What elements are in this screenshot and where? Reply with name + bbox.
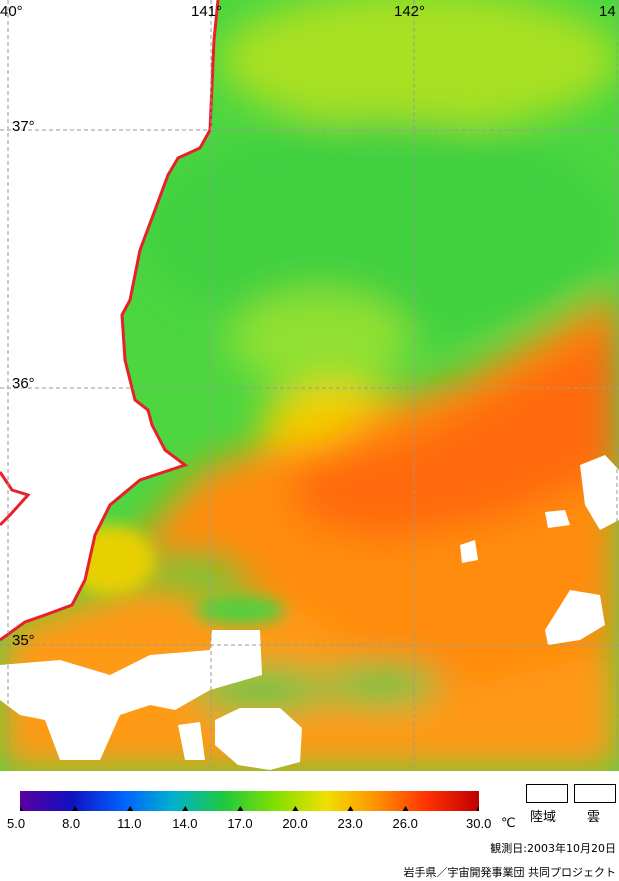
scale-tick-label: 23.0 <box>337 816 363 831</box>
scale-tick-label: 5.0 <box>7 816 26 831</box>
cloud-key-swatch <box>574 784 616 803</box>
credit-line: 岩手県／宇宙開発事業団 共同プロジェクト <box>403 866 617 879</box>
scale-tick-label: 20.0 <box>282 816 308 831</box>
scale-tick-2 <box>127 806 134 811</box>
land-key-swatch <box>526 784 568 803</box>
scale-tick-label: 8.0 <box>62 816 81 831</box>
lat-label-37: 37° <box>12 118 35 135</box>
scale-tick-label: 26.0 <box>392 816 418 831</box>
scale-tick-label: 11.0 <box>117 816 142 831</box>
lon-label-140: 40° <box>0 3 23 20</box>
lat-label-36: 36° <box>12 375 35 392</box>
unit-label: ℃ <box>501 816 516 831</box>
scale-tick-8 <box>476 806 479 811</box>
sst-map <box>0 0 619 771</box>
scale-tick-4 <box>237 806 244 811</box>
lat-label-35: 35° <box>12 632 35 649</box>
scale-tick-6 <box>347 806 354 811</box>
lon-label-142: 142° <box>394 3 426 20</box>
sea-patch-center <box>140 120 619 340</box>
sea-patch-north <box>220 0 619 130</box>
scale-tick-label: 30.0 <box>466 816 492 831</box>
scale-tick-3 <box>182 806 189 811</box>
warm-current-core <box>290 320 619 540</box>
cloud-areas <box>0 455 619 770</box>
south-green-patch-2 <box>320 665 440 705</box>
lon-label-143: 14 <box>599 3 616 20</box>
lon-label-141: 141° <box>191 3 223 20</box>
coastline <box>0 0 220 642</box>
cloud-key-label: 雲 <box>587 810 601 825</box>
temperature-color-scale <box>20 791 479 811</box>
scale-tick-1 <box>72 806 79 811</box>
graticule <box>0 0 619 771</box>
observation-date: 観測日:2003年10月20日 <box>490 842 616 855</box>
west-green <box>195 596 285 624</box>
scale-tick-label: 14.0 <box>172 816 198 831</box>
land-mass <box>0 0 218 640</box>
yellow-fringe <box>260 380 400 450</box>
scale-tick-7 <box>402 806 409 811</box>
scale-tick-5 <box>292 806 299 811</box>
scale-tick-0 <box>20 806 23 811</box>
scale-tick-label: 17.0 <box>227 816 253 831</box>
sea-patch-pale <box>230 290 410 390</box>
land-key-label: 陸域 <box>530 810 557 825</box>
